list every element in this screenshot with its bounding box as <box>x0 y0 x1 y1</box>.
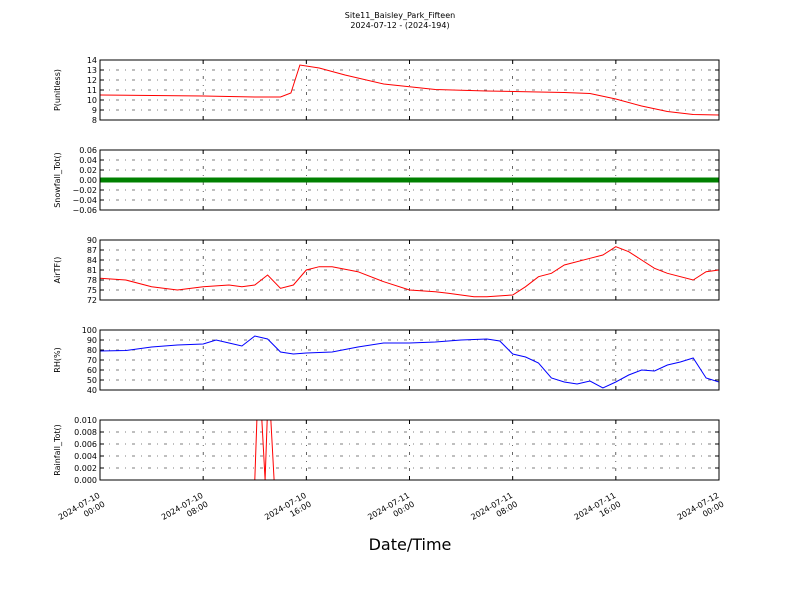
series-line <box>100 64 719 116</box>
y-tick-label: 90 <box>87 236 97 245</box>
y-tick-label: 0.004 <box>74 452 97 461</box>
y-tick-label: −0.04 <box>72 196 97 205</box>
y-tick-label: 0.02 <box>79 166 97 175</box>
y-tick-label: 14 <box>87 56 97 65</box>
y-tick-label: 87 <box>87 246 97 255</box>
plot-frame <box>99 59 720 121</box>
y-axis-label: Rainfall_Tot() <box>53 424 62 476</box>
plot-frame <box>99 419 720 481</box>
y-tick-label: 72 <box>87 296 97 305</box>
y-tick-label: 78 <box>87 276 97 285</box>
series-line <box>100 335 719 389</box>
series-line <box>100 420 719 480</box>
series-line <box>100 246 719 298</box>
y-tick-label: 0.06 <box>79 146 97 155</box>
plot-frame <box>99 329 720 391</box>
y-axis-label: P(unitless) <box>53 69 62 111</box>
y-tick-label: 70 <box>87 356 97 365</box>
y-tick-label: 100 <box>82 326 97 335</box>
panel-2: −0.06−0.04−0.020.000.020.040.06 Snowfall_… <box>53 146 720 215</box>
y-tick-label: 60 <box>87 366 97 375</box>
y-tick-label: 8 <box>92 116 97 125</box>
y-tick-label: 81 <box>87 266 97 275</box>
y-tick-label: 0.04 <box>79 156 97 165</box>
chart-subtitle: 2024-07-12 - (2024-194) <box>350 21 449 30</box>
y-tick-label: 0.006 <box>74 440 97 449</box>
plot-frame <box>99 149 720 211</box>
panel-5: 0.000 0.002 0.004 0.006 0.008 0.010 Rainfall_T… <box>53 416 720 485</box>
y-tick-label: 50 <box>87 376 97 385</box>
y-tick-label: 0.002 <box>74 464 97 473</box>
y-axis-label: AirTF() <box>53 257 62 284</box>
y-tick-label: 10 <box>87 96 97 105</box>
y-tick-label: −0.02 <box>72 186 97 195</box>
y-axis-label: Snowfall_Tot() <box>53 152 62 208</box>
y-tick-label: 90 <box>87 336 97 345</box>
y-tick-label: 84 <box>87 256 97 265</box>
plot-frame <box>99 239 720 301</box>
y-tick-label: 75 <box>87 286 97 295</box>
chart-title: Site11_Baisley_Park_Fifteen <box>345 11 455 20</box>
y-tick-label: 13 <box>87 66 97 75</box>
y-tick-label: 0.000 <box>74 476 97 485</box>
y-tick-label: 12 <box>87 76 97 85</box>
y-tick-label: 0.010 <box>74 416 97 425</box>
y-tick-label: 40 <box>87 386 97 395</box>
x-axis-label: Date/Time <box>369 535 452 554</box>
y-tick-label: 11 <box>87 86 97 95</box>
y-tick-label: 0.00 <box>79 176 97 185</box>
y-tick-label: 9 <box>92 106 97 115</box>
y-tick-label: 0.008 <box>74 428 97 437</box>
y-tick-label: 80 <box>87 346 97 355</box>
y-axis-label: RH(%) <box>53 347 62 372</box>
y-tick-label: −0.06 <box>72 206 97 215</box>
panels: 891011121314P(unitless)−0.06−0.04−0.020.… <box>53 56 720 485</box>
